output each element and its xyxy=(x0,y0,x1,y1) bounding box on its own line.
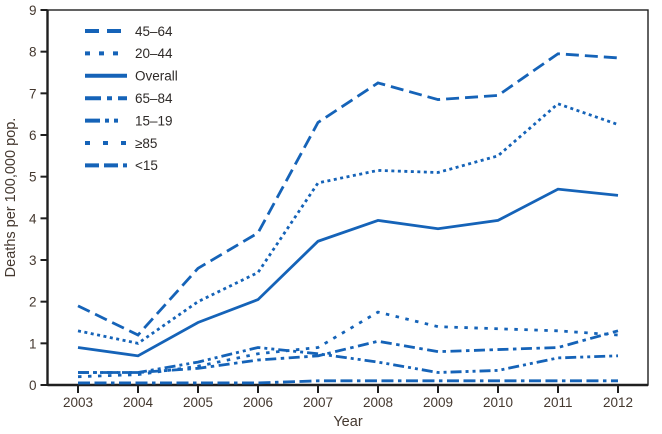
x-tick-label: 2005 xyxy=(183,395,213,410)
series-line-dash-dot-dot xyxy=(78,346,619,374)
x-axis-title: Year xyxy=(333,414,362,430)
y-tick-label: 4 xyxy=(29,211,37,226)
legend-label: 20–44 xyxy=(135,46,173,61)
y-tick-label: 7 xyxy=(29,86,37,101)
plot-frame xyxy=(46,9,649,386)
x-tick-label: 2011 xyxy=(543,395,572,410)
y-tick-label: 9 xyxy=(29,3,37,18)
x-tick-label: 2004 xyxy=(123,395,154,410)
y-tick-label: 8 xyxy=(29,45,37,60)
x-tick-label: 2003 xyxy=(63,395,93,410)
legend-label: <15 xyxy=(135,158,158,173)
legend-label: ≥85 xyxy=(135,136,157,151)
series-line-long-dash-dash-dot xyxy=(78,379,618,385)
legend-label: Overall xyxy=(135,69,178,84)
legend-label: 15–19 xyxy=(135,113,173,128)
y-tick-label: 3 xyxy=(29,253,37,268)
x-tick-label: 2010 xyxy=(483,395,513,410)
y-axis-title: Deaths per 100,000 pop. xyxy=(3,118,19,278)
series-line-dashed xyxy=(77,52,619,337)
legend-label: 45–64 xyxy=(135,24,173,39)
y-tick-label: 5 xyxy=(29,170,37,185)
y-tick-label: 0 xyxy=(29,378,37,393)
y-tick-label: 1 xyxy=(29,336,37,351)
x-tick-label: 2007 xyxy=(303,395,333,410)
x-tick-label: 2008 xyxy=(363,395,393,410)
series-line-dash-dot xyxy=(78,329,619,374)
x-tick-label: 2009 xyxy=(423,395,453,410)
y-tick-label: 6 xyxy=(29,128,37,143)
legend-label: 65–84 xyxy=(135,91,173,106)
x-tick-label: 2012 xyxy=(603,395,633,410)
series-line-solid xyxy=(77,187,619,358)
series-line-dotted xyxy=(77,102,619,345)
y-tick-label: 2 xyxy=(29,295,37,310)
series-line-sparse-dotted xyxy=(77,310,619,379)
x-tick-label: 2006 xyxy=(243,395,273,410)
